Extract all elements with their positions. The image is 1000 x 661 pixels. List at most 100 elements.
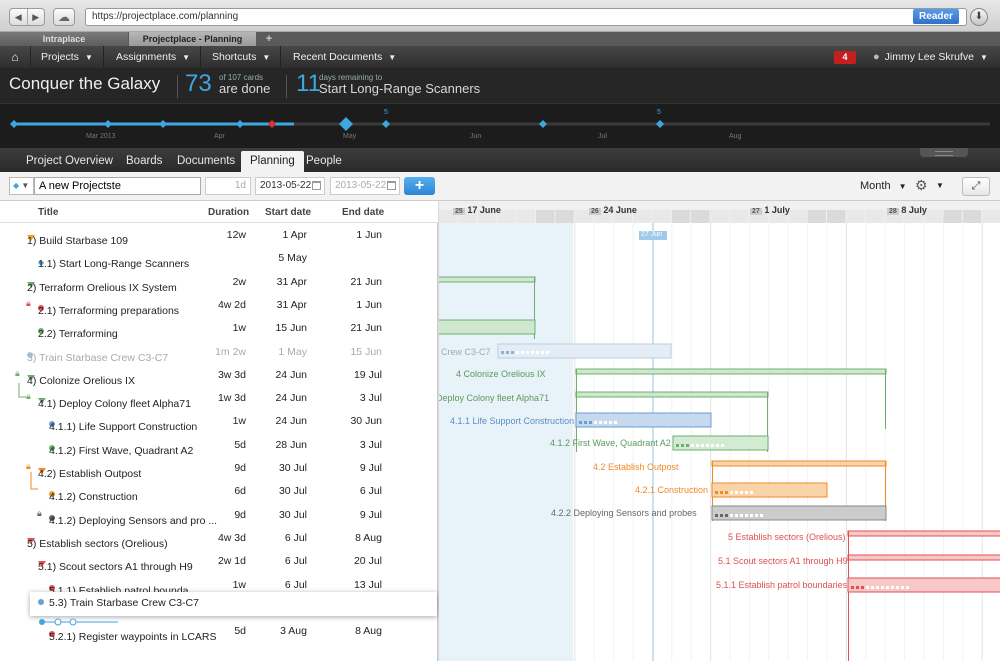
nav-recent-documents[interactable]: Recent Documents ▼ <box>283 46 406 68</box>
forward-icon[interactable]: ▶ <box>26 9 45 25</box>
row-end-date[interactable]: 21 Jun <box>350 322 382 335</box>
table-row[interactable]: 5) Establish sectors (Orelious) 4w 3d 6 Ju… <box>0 526 438 550</box>
row-end-date[interactable]: 20 Jul <box>353 555 382 568</box>
duration-input[interactable]: 1d <box>205 177 251 195</box>
tab-planning[interactable]: Planning <box>241 151 304 172</box>
table-row[interactable]: 🔒︎ 4.2) Establish Outpost 9d 30 Jul 9 Jul <box>0 456 438 480</box>
row-title-text[interactable]: 4.1.2) Deploying Sensors and pro ... <box>49 514 218 527</box>
table-row[interactable]: 4.1.2) First Wave, Quadrant A2 5d 28 Jun 3 … <box>0 433 438 457</box>
collapse-toggle-icon[interactable] <box>38 398 46 405</box>
row-start-date[interactable]: 6 Jul <box>284 578 307 591</box>
row-end-date[interactable]: 8 Aug <box>355 625 382 638</box>
tab-project-overview[interactable]: Project Overview <box>26 155 113 167</box>
row-duration[interactable]: 9d <box>234 462 246 474</box>
lock-icon[interactable]: 🔒︎ <box>26 297 31 308</box>
collapse-toggle-icon[interactable] <box>27 374 35 381</box>
browser-tab-intraplace[interactable]: Intraplace <box>0 32 128 46</box>
row-duration[interactable]: 1w <box>232 578 246 591</box>
row-end-date[interactable]: 21 Jun <box>350 275 382 288</box>
home-icon[interactable]: ⌂ <box>0 46 31 68</box>
calendar-icon[interactable] <box>312 181 321 190</box>
lock-icon[interactable]: 🔒︎ <box>26 391 31 402</box>
row-duration[interactable]: 1w <box>232 322 246 335</box>
row-title-text[interactable]: 2.1) Terraforming preparations <box>38 304 180 317</box>
row-title-text[interactable]: 1) Build Starbase 109 <box>27 235 128 247</box>
table-row[interactable]: 4.1.1) Life Support Construction 1w 24 Jun… <box>0 409 438 434</box>
row-end-date[interactable]: 1 Jun <box>356 298 382 311</box>
cloud-icon[interactable]: ☁ <box>53 8 75 26</box>
row-title-text[interactable]: 2.2) Terraforming <box>38 328 118 341</box>
row-start-date[interactable]: 31 Apr <box>276 298 307 311</box>
row-end-date[interactable]: 3 Jul <box>359 438 382 451</box>
tab-documents[interactable]: Documents <box>177 155 236 167</box>
row-start-date[interactable]: 28 Jun <box>275 438 307 451</box>
collapse-toggle-icon[interactable] <box>27 537 35 544</box>
row-end-date[interactable]: 8 Aug <box>355 531 382 544</box>
task-name-input[interactable] <box>34 177 201 195</box>
lock-icon[interactable]: 🔒︎ <box>37 507 42 518</box>
row-duration[interactable]: 5d <box>234 625 246 638</box>
item-type-select[interactable]: ◆ ▼ <box>9 177 34 195</box>
address-bar[interactable]: https://projectplace.com/planning <box>85 8 967 26</box>
row-title-text[interactable]: 1.1) Start Long-Range Scanners <box>38 258 190 271</box>
nav-projects[interactable]: Projects ▼ <box>31 46 104 68</box>
browser-tab-planning[interactable]: Projectplace - Planning <box>129 32 256 46</box>
row-duration[interactable]: 9d <box>234 508 246 521</box>
row-end-date[interactable]: 30 Jun <box>350 415 382 428</box>
row-title-text[interactable]: 5.1) Scout sectors A1 through H9 <box>38 561 193 574</box>
row-title-text[interactable]: 4.2) Establish Outpost <box>38 468 142 480</box>
back-icon[interactable]: ◀ <box>14 12 22 22</box>
row-start-date[interactable]: 1 May <box>278 345 307 358</box>
table-row[interactable]: ◆ 1.1) Start Long-Range Scanners 5 May <box>0 246 438 271</box>
zoom-select[interactable]: Month ▼ <box>860 180 907 192</box>
col-start-date[interactable]: Start date <box>265 207 312 218</box>
notification-badge[interactable]: 4 <box>834 51 856 64</box>
row-title-text[interactable]: 4.1) Deploy Colony fleet Alpha71 <box>38 398 191 411</box>
gear-icon[interactable]: ⚙ <box>915 177 928 193</box>
table-row[interactable]: 🔒︎ 4.1) Deploy Colony fleet Alpha71 1w 3d 2… <box>0 386 438 411</box>
table-row[interactable]: 2) Terraform Orelious IX System 2w 31 Apr 2… <box>0 270 438 294</box>
chevron-down-icon[interactable]: ▼ <box>936 181 944 190</box>
row-title-text[interactable]: 5) Establish sectors (Orelious) <box>27 537 168 550</box>
row-start-date[interactable]: 6 Jul <box>284 531 307 544</box>
row-start-date[interactable]: 6 Jul <box>284 555 307 568</box>
tab-boards[interactable]: Boards <box>126 155 163 167</box>
table-row[interactable]: 1) Build Starbase 109 12w 1 Apr 1 Jun <box>0 223 438 247</box>
row-duration[interactable]: 3w 3d <box>217 368 246 381</box>
project-timeline[interactable]: Mar 2013 Apr May Jun Jul Aug 5 5 <box>0 103 1000 148</box>
expand-icon[interactable]: ⤢ <box>962 177 990 196</box>
row-duration[interactable]: 4w 2d <box>217 298 246 311</box>
row-end-date[interactable]: 1 Jun <box>356 229 382 241</box>
row-title-text[interactable]: 5.2.1) Register waypoints in LCARS <box>49 631 217 644</box>
row-duration[interactable]: 4w 3d <box>217 531 246 544</box>
start-date-input[interactable]: 2013-05-22 <box>255 177 325 195</box>
row-duration[interactable]: 5d <box>234 438 246 451</box>
lock-icon[interactable]: 🔒︎ <box>26 461 31 471</box>
row-duration[interactable]: 2w 1d <box>217 555 246 568</box>
row-end-date[interactable]: 15 Jun <box>350 345 382 358</box>
new-tab-button[interactable]: + <box>265 33 273 45</box>
end-date-input[interactable]: 2013-05-22 <box>330 177 400 195</box>
col-title[interactable]: Title <box>38 207 59 218</box>
row-start-date[interactable]: 30 Jul <box>278 508 307 521</box>
row-end-date[interactable]: 9 Jul <box>359 462 382 474</box>
row-end-date[interactable]: 3 Jul <box>359 392 382 405</box>
row-end-date[interactable]: 13 Jul <box>353 578 382 591</box>
row-duration[interactable]: 1m 2w <box>215 345 246 358</box>
row-title-text[interactable]: 4.1.2) Construction <box>49 491 138 504</box>
download-icon[interactable]: ⬇ <box>970 8 988 26</box>
table-row[interactable]: 🔒︎ 4) Colonize Orelious IX 3w 3d 24 Jun 19 J… <box>0 363 438 387</box>
row-duration[interactable]: 6d <box>234 485 246 498</box>
collapse-toggle-icon[interactable] <box>38 468 46 474</box>
col-duration[interactable]: Duration <box>208 207 250 218</box>
row-title-text[interactable]: 4.1.2) First Wave, Quadrant A2 <box>49 444 194 457</box>
row-title-text[interactable]: 4.1.1) Life Support Construction <box>49 421 198 434</box>
collapse-toggle-icon[interactable] <box>27 281 35 288</box>
calendar-icon[interactable] <box>387 181 396 190</box>
row-start-date[interactable]: 3 Aug <box>280 625 307 638</box>
row-start-date[interactable]: 24 Jun <box>275 415 307 428</box>
row-start-date[interactable]: 24 Jun <box>275 368 307 381</box>
user-menu[interactable]: ● Jimmy Lee Skrufve ▼ <box>873 46 988 68</box>
table-row[interactable]: 5.1) Scout sectors A1 through H9 2w 1d 6 J… <box>0 549 438 574</box>
row-end-date[interactable]: 9 Jul <box>359 508 382 521</box>
